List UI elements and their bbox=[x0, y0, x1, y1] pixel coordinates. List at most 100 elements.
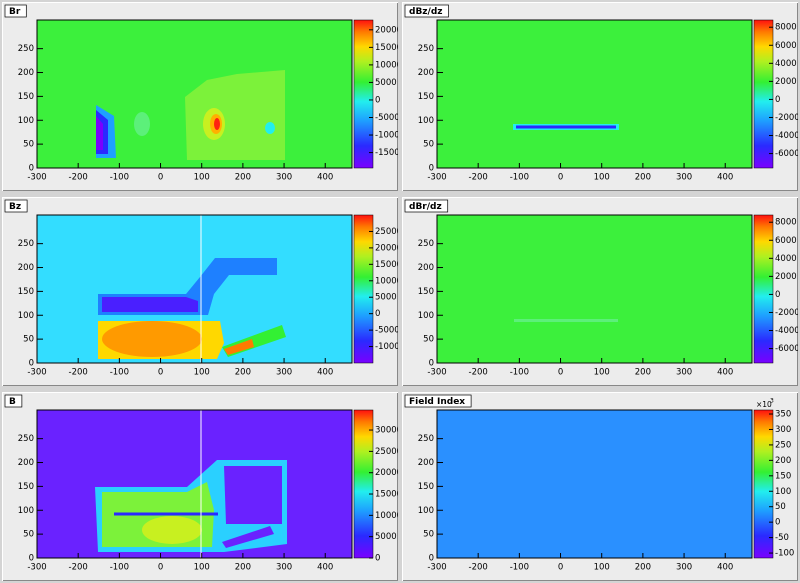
x-tick-label: 0 bbox=[158, 563, 163, 573]
x-tick-label: -200 bbox=[69, 563, 88, 573]
x-tick-label: -200 bbox=[469, 173, 488, 183]
x-tick-label: 0 bbox=[558, 563, 563, 573]
z-tick-label: -5000 bbox=[375, 326, 398, 336]
x-tick-label: -100 bbox=[510, 173, 529, 183]
z-tick-label: 10000 bbox=[375, 276, 398, 286]
panel-field-index: -300 -200 -100 0 100 200 300 400 0 50 100 150 200 250… bbox=[402, 392, 798, 581]
field-region bbox=[134, 112, 150, 136]
title-box bbox=[4, 394, 23, 408]
x-tick-label: 400 bbox=[717, 368, 733, 378]
x-tick-label: -300 bbox=[27, 368, 46, 378]
z-tick-label: 25000 bbox=[375, 447, 398, 457]
x-tick-label: 400 bbox=[717, 563, 733, 573]
x-tick-label: -200 bbox=[469, 368, 488, 378]
y-tick-label: 200 bbox=[18, 263, 34, 273]
y-tick-label: 50 bbox=[23, 140, 34, 150]
x-tick-label: 0 bbox=[158, 368, 163, 378]
x-tick-label: -300 bbox=[27, 173, 46, 183]
z-tick-label: -6000 bbox=[775, 344, 798, 354]
y-tick-label: 200 bbox=[418, 68, 434, 78]
x-tick-label: 100 bbox=[194, 173, 210, 183]
y-tick-label: 0 bbox=[29, 359, 34, 369]
z-tick-label: 25000 bbox=[375, 227, 398, 237]
z-tick-label: 200 bbox=[775, 456, 791, 466]
y-tick-label: 0 bbox=[29, 164, 34, 174]
panel-title: dBz/dz bbox=[409, 7, 443, 17]
field-background bbox=[437, 20, 752, 168]
y-tick-label: 150 bbox=[418, 482, 434, 492]
z-tick-label: 0 bbox=[375, 309, 380, 319]
field-region bbox=[142, 516, 202, 544]
title-box bbox=[404, 4, 449, 18]
x-tick-label: 100 bbox=[594, 563, 610, 573]
panel-title: Field Index bbox=[409, 397, 465, 407]
y-tick-label: 200 bbox=[18, 68, 34, 78]
axis-multiplier: ×10 bbox=[756, 400, 772, 409]
y-tick-label: 50 bbox=[423, 335, 434, 345]
frame bbox=[36, 19, 353, 169]
color-bar bbox=[753, 214, 774, 364]
z-tick-label: 0 bbox=[375, 95, 380, 105]
y-tick-label: 100 bbox=[18, 311, 34, 321]
y-tick-label: 0 bbox=[29, 554, 34, 564]
z-tick-label: 2000 bbox=[775, 272, 797, 282]
z-tick-label: 150 bbox=[775, 471, 791, 481]
y-tick-label: 50 bbox=[423, 530, 434, 540]
axis-multiplier-exponent: 3 bbox=[770, 398, 774, 405]
x-tick-label: -300 bbox=[27, 563, 46, 573]
y-tick-label: 200 bbox=[418, 263, 434, 273]
z-tick-label: -50 bbox=[775, 533, 789, 543]
x-tick-label: -300 bbox=[427, 173, 446, 183]
x-tick-label: 200 bbox=[235, 368, 251, 378]
z-tick-label: 0 bbox=[775, 518, 780, 528]
y-tick-label: 150 bbox=[418, 287, 434, 297]
y-tick-label: 150 bbox=[18, 287, 34, 297]
y-tick-label: 150 bbox=[18, 92, 34, 102]
x-tick-label: 300 bbox=[676, 368, 692, 378]
z-tick-label: 10000 bbox=[375, 60, 398, 70]
panel-dbzdz: -300 -200 -100 0 100 200 300 400050100150200250… bbox=[402, 2, 798, 191]
z-tick-label: 350 bbox=[775, 410, 791, 420]
x-tick-label: 100 bbox=[594, 368, 610, 378]
y-tick-label: 250 bbox=[418, 44, 434, 54]
x-tick-label: -200 bbox=[469, 563, 488, 573]
title-box bbox=[404, 394, 472, 408]
y-tick-label: 250 bbox=[18, 434, 34, 444]
x-tick-label: -200 bbox=[69, 173, 88, 183]
x-tick-label: -100 bbox=[510, 563, 529, 573]
x-tick-label: 100 bbox=[194, 368, 210, 378]
z-tick-label: -15000 bbox=[375, 148, 398, 158]
z-tick-label: -2000 bbox=[775, 113, 798, 123]
x-tick-label: -100 bbox=[510, 368, 529, 378]
z-tick-label: 100 bbox=[775, 487, 791, 497]
x-tick-label: 400 bbox=[317, 173, 333, 183]
z-tick-label: -10000 bbox=[375, 342, 398, 352]
z-tick-label: -2000 bbox=[775, 308, 798, 318]
field-region bbox=[224, 339, 254, 355]
color-bar bbox=[353, 409, 374, 559]
x-tick-label: -300 bbox=[427, 563, 446, 573]
y-tick-label: 50 bbox=[23, 335, 34, 345]
x-tick-label: 100 bbox=[594, 173, 610, 183]
field-region bbox=[96, 116, 103, 150]
x-tick-label: 0 bbox=[558, 173, 563, 183]
x-tick-label: 300 bbox=[676, 173, 692, 183]
heatmap bbox=[437, 20, 752, 168]
field-background bbox=[437, 410, 752, 558]
color-bar bbox=[753, 409, 774, 559]
frame bbox=[436, 214, 753, 364]
field-region bbox=[224, 466, 282, 524]
x-tick-label: -300 bbox=[427, 368, 446, 378]
z-tick-label: 0 bbox=[375, 554, 380, 564]
heatmap bbox=[437, 410, 752, 558]
z-tick-label: 5000 bbox=[375, 78, 397, 88]
color-bar bbox=[353, 214, 374, 364]
x-tick-label: 300 bbox=[276, 173, 292, 183]
z-tick-label: -4000 bbox=[775, 131, 798, 141]
heatmap bbox=[37, 410, 352, 558]
color-bar bbox=[353, 19, 374, 169]
heatmap bbox=[37, 215, 352, 363]
field-background bbox=[437, 215, 752, 363]
